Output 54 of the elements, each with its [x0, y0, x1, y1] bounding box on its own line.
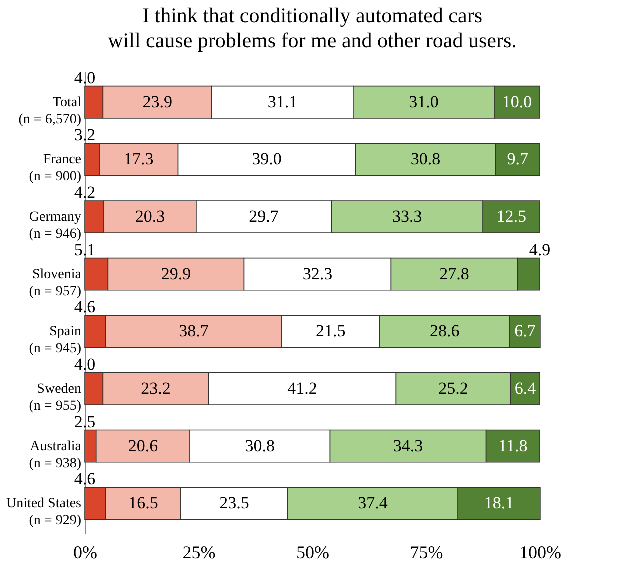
data-label: 32.3	[302, 264, 333, 284]
data-label: 16.5	[128, 494, 158, 513]
data-label: 11.8	[498, 436, 528, 456]
data-label: 27.8	[440, 264, 470, 284]
data-label: 39.0	[252, 150, 282, 169]
data-label: 38.7	[179, 322, 210, 341]
x-tick-label: 25%	[182, 542, 216, 562]
x-tick-label: 50%	[296, 542, 330, 562]
data-label: 31.1	[268, 92, 298, 112]
x-tick-label: 100%	[520, 542, 562, 562]
data-label: 5.1	[74, 240, 96, 260]
y-tick-label: United States (n = 929)	[6, 496, 82, 529]
data-label: 29.9	[161, 264, 192, 284]
y-tick-label: Sweden (n = 955)	[29, 382, 82, 414]
data-label: 10.0	[502, 92, 532, 112]
data-label: 33.3	[392, 207, 422, 226]
chart-title: I think that conditionally automated cars will cause problems for me and other road users.	[108, 3, 517, 52]
data-label: 25.2	[438, 378, 468, 398]
data-label: 21.5	[316, 322, 346, 341]
data-label: 4.2	[74, 183, 96, 202]
data-label: 6.4	[514, 378, 537, 398]
data-label: 3.2	[74, 126, 96, 145]
data-label: 23.2	[141, 378, 171, 398]
y-tick-label: Australia (n = 938)	[29, 439, 82, 472]
y-tick-label: Germany (n = 946)	[29, 210, 82, 242]
data-label: 30.8	[245, 436, 276, 456]
data-label: 4.6	[74, 298, 96, 317]
data-label: 29.7	[249, 207, 280, 226]
data-label: 37.4	[358, 494, 388, 513]
data-label: 18.1	[484, 494, 514, 513]
data-label: 12.5	[496, 207, 526, 226]
data-label: 23.9	[142, 92, 172, 112]
y-tick-label: Spain (n = 945)	[29, 324, 82, 357]
x-tick-label: 0%	[74, 542, 98, 562]
data-label: 31.0	[409, 92, 439, 112]
y-tick-label: France (n = 900)	[29, 152, 82, 185]
data-label: 20.6	[128, 436, 158, 456]
data-label: 34.3	[393, 436, 424, 456]
data-label: 4.6	[74, 470, 96, 489]
data-label: 4.0	[74, 354, 96, 374]
x-tick-label: 75%	[410, 542, 444, 562]
data-label: 41.2	[288, 378, 318, 398]
data-label: 9.7	[507, 150, 530, 169]
data-label: 2.5	[74, 412, 96, 432]
y-tick-label: Slovenia (n = 957)	[29, 267, 82, 300]
data-label: 30.8	[410, 150, 441, 169]
data-label: 4.0	[74, 68, 96, 88]
y-tick-label: Total (n = 6,570)	[18, 95, 82, 128]
data-label: 17.3	[124, 150, 154, 169]
data-label: 28.6	[430, 322, 460, 341]
data-label: 4.9	[529, 240, 551, 260]
data-label: 20.3	[135, 207, 166, 226]
data-label: 23.5	[220, 494, 250, 513]
data-label: 6.7	[514, 322, 536, 341]
